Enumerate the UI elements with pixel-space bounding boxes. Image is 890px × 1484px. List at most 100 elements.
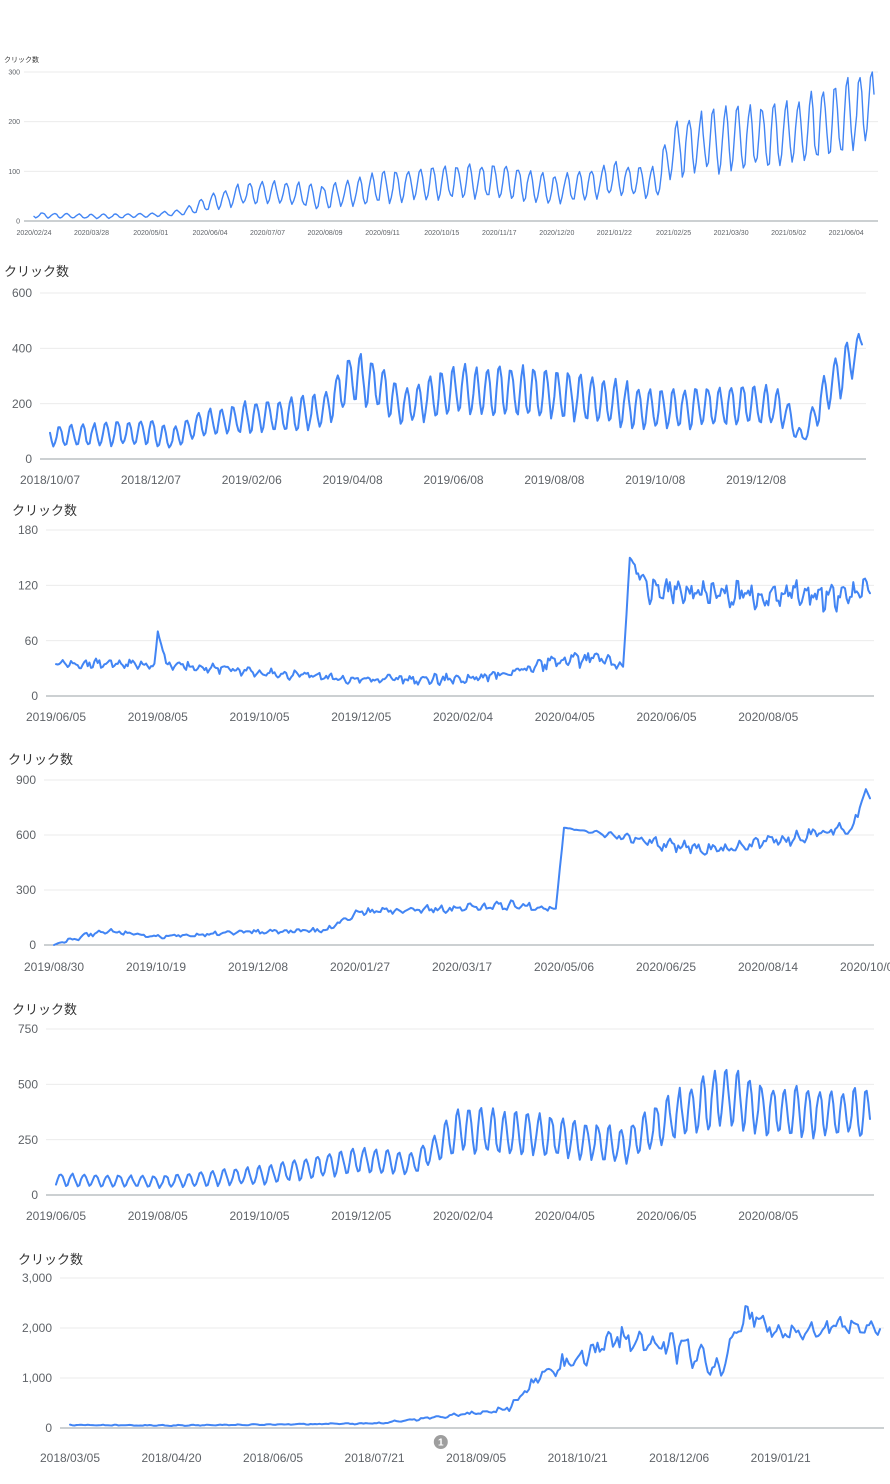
chart-6: クリック数 0 1,000 2,000 3,000 2018/03/05 2018/04/2… xyxy=(0,1248,890,1480)
x-tick-label: 2019/12/05 xyxy=(331,710,391,724)
x-tick-label: 2020/02/24 xyxy=(16,230,51,237)
x-tick-label: 2019/08/08 xyxy=(524,473,584,487)
x-tick-label: 2018/10/07 xyxy=(20,473,80,487)
chart-4: クリック数 0 300 600 900 2019/08/30 2019/10/19 2019/… xyxy=(0,748,890,978)
chart-2: クリック数 0 200 400 600 2018/10/07 2018/12/07 2019/… xyxy=(0,262,890,490)
chart-svg: クリック数 0 200 400 600 2018/10/07 2018/12/07 2019/… xyxy=(4,264,866,487)
y-tick-label: 300 xyxy=(8,69,20,76)
chart-1: クリック数 0 100 200 300 2020/02/24 2020/03/28 2020/… xyxy=(0,50,890,240)
y-tick-label: 500 xyxy=(18,1078,38,1092)
y-axis-label: クリック数 xyxy=(8,752,73,767)
x-tick-label: 2020/08/05 xyxy=(738,1209,798,1223)
chart-svg: クリック数 0 250 500 750 2019/06/05 2019/08/05 2019/… xyxy=(12,1002,874,1223)
x-tick-label: 2019/02/06 xyxy=(222,473,282,487)
x-tick-label: 2020/04/05 xyxy=(535,1209,595,1223)
y-tick-label: 180 xyxy=(18,523,38,537)
x-tick-label: 2018/07/21 xyxy=(345,1451,405,1465)
y-axis-label: クリック数 xyxy=(4,264,69,279)
x-tick-label: 2021/06/04 xyxy=(829,230,864,237)
series-line xyxy=(33,71,875,220)
y-tick-label: 100 xyxy=(8,169,20,176)
x-tick-label: 2020/09/11 xyxy=(365,230,400,237)
x-tick-label: 2020/02/04 xyxy=(433,1209,493,1223)
x-tick-label: 2020/06/04 xyxy=(192,230,227,237)
x-tick-label: 2019/10/08 xyxy=(625,473,685,487)
y-tick-label: 120 xyxy=(18,579,38,593)
y-tick-label: 900 xyxy=(16,773,36,787)
x-tick-label: 2020/02/04 xyxy=(433,710,493,724)
x-tick-label: 2021/03/30 xyxy=(714,230,749,237)
y-tick-label: 0 xyxy=(25,452,32,466)
y-tick-label: 0 xyxy=(29,938,36,952)
y-tick-label: 200 xyxy=(8,119,20,126)
x-tick-label: 2019/08/30 xyxy=(24,960,84,974)
chart-3: クリック数 0 60 120 180 2019/06/05 2019/08/05 2019/1… xyxy=(0,500,890,730)
annotation-dot xyxy=(433,1435,448,1449)
x-tick-label: 2020/08/05 xyxy=(738,710,798,724)
y-tick-label: 200 xyxy=(12,397,32,411)
x-tick-label: 2020/10/03 xyxy=(840,960,890,974)
chart-svg: クリック数 0 300 600 900 2019/08/30 2019/10/19 2019/… xyxy=(8,752,890,974)
x-tick-label: 2019/08/05 xyxy=(128,710,188,724)
x-tick-label: 2019/12/05 xyxy=(331,1209,391,1223)
y-tick-label: 600 xyxy=(12,286,32,300)
x-tick-label: 2019/06/08 xyxy=(423,473,483,487)
y-tick-label: 600 xyxy=(16,828,36,842)
y-tick-label: 250 xyxy=(18,1133,38,1147)
x-tick-label: 2020/08/14 xyxy=(738,960,798,974)
x-tick-label: 2021/05/02 xyxy=(771,230,806,237)
chart-5: クリック数 0 250 500 750 2019/06/05 2019/08/05 2019/… xyxy=(0,998,890,1226)
x-tick-label: 2020/06/25 xyxy=(636,960,696,974)
x-tick-label: 2020/07/07 xyxy=(250,230,285,237)
y-axis-label: クリック数 xyxy=(18,1252,83,1267)
series-line xyxy=(69,1305,881,1427)
x-tick-label: 2018/12/07 xyxy=(121,473,181,487)
x-tick-label: 2019/12/08 xyxy=(726,473,786,487)
x-tick-label: 2020/11/17 xyxy=(482,230,517,237)
y-axis-label: クリック数 xyxy=(12,503,77,518)
x-tick-label: 2019/06/05 xyxy=(26,1209,86,1223)
x-tick-label: 2020/12/20 xyxy=(539,230,574,237)
x-tick-label: 2020/08/09 xyxy=(308,230,343,237)
x-tick-label: 2019/06/05 xyxy=(26,710,86,724)
x-tick-label: 2019/01/21 xyxy=(751,1451,811,1465)
y-tick-label: 0 xyxy=(16,218,20,225)
x-tick-label: 2020/10/15 xyxy=(424,230,459,237)
y-tick-label: 0 xyxy=(31,689,38,703)
y-tick-label: 2,000 xyxy=(22,1321,52,1335)
series-line xyxy=(49,332,863,449)
x-tick-label: 2019/04/08 xyxy=(323,473,383,487)
chart-svg: クリック数 0 100 200 300 2020/02/24 2020/03/28 2020/… xyxy=(4,55,878,237)
y-tick-label: 0 xyxy=(45,1421,52,1435)
annotation-marker: 1 xyxy=(433,1435,448,1449)
x-tick-label: 2018/04/20 xyxy=(141,1451,201,1465)
series-line xyxy=(53,788,871,946)
series-line xyxy=(55,1068,871,1189)
x-tick-label: 2020/01/27 xyxy=(330,960,390,974)
x-tick-label: 2020/03/17 xyxy=(432,960,492,974)
x-tick-label: 2019/12/08 xyxy=(228,960,288,974)
y-tick-label: 750 xyxy=(18,1022,38,1036)
annotation-label: 1 xyxy=(438,1438,444,1449)
y-tick-label: 3,000 xyxy=(22,1271,52,1285)
x-tick-label: 2020/05/01 xyxy=(133,230,168,237)
series-line xyxy=(55,556,871,686)
y-tick-label: 0 xyxy=(31,1188,38,1202)
x-tick-label: 2019/10/05 xyxy=(229,710,289,724)
x-tick-label: 2018/10/21 xyxy=(548,1451,608,1465)
y-axis-label: クリック数 xyxy=(4,55,39,64)
x-tick-label: 2020/03/28 xyxy=(74,230,109,237)
y-tick-label: 1,000 xyxy=(22,1371,52,1385)
y-axis-label: クリック数 xyxy=(12,1002,77,1017)
x-tick-label: 2018/12/06 xyxy=(649,1451,709,1465)
x-tick-label: 2020/05/06 xyxy=(534,960,594,974)
y-tick-label: 400 xyxy=(12,342,32,356)
x-tick-label: 2019/10/19 xyxy=(126,960,186,974)
x-tick-label: 2021/01/22 xyxy=(597,230,632,237)
x-tick-label: 2020/04/05 xyxy=(535,710,595,724)
x-tick-label: 2020/06/05 xyxy=(636,710,696,724)
x-tick-label: 2019/10/05 xyxy=(229,1209,289,1223)
x-tick-label: 2018/03/05 xyxy=(40,1451,100,1465)
x-tick-label: 2018/09/05 xyxy=(446,1451,506,1465)
